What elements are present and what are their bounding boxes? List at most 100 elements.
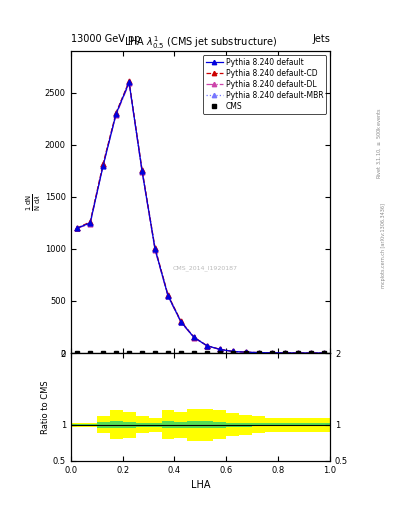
Y-axis label: Ratio to CMS: Ratio to CMS xyxy=(41,380,50,434)
Pythia 8.240 default xyxy=(282,350,287,356)
Pythia 8.240 default-MBR xyxy=(191,334,196,340)
X-axis label: LHA: LHA xyxy=(191,480,210,490)
Y-axis label: $\frac{1}{\mathrm{N}} \frac{\mathrm{d}\mathrm{N}}{\mathrm{d}\lambda}$: $\frac{1}{\mathrm{N}} \frac{\mathrm{d}\m… xyxy=(25,193,44,211)
Line: Pythia 8.240 default-CD: Pythia 8.240 default-CD xyxy=(75,79,326,355)
Pythia 8.240 default-CD xyxy=(140,167,145,173)
CMS xyxy=(282,350,287,356)
Pythia 8.240 default-DL xyxy=(204,343,209,349)
CMS xyxy=(269,350,274,356)
Pythia 8.240 default-DL xyxy=(178,319,183,326)
Pythia 8.240 default-MBR xyxy=(218,346,222,352)
Line: Pythia 8.240 default-DL: Pythia 8.240 default-DL xyxy=(75,81,326,355)
Pythia 8.240 default-DL xyxy=(256,350,261,356)
Pythia 8.240 default-MBR xyxy=(140,167,145,174)
CMS xyxy=(295,350,300,356)
CMS xyxy=(243,350,248,356)
Line: CMS: CMS xyxy=(75,351,326,355)
CMS xyxy=(256,350,261,356)
Pythia 8.240 default xyxy=(295,350,300,356)
Line: Pythia 8.240 default-MBR: Pythia 8.240 default-MBR xyxy=(75,79,326,355)
Pythia 8.240 default-MBR xyxy=(282,350,287,356)
Pythia 8.240 default-DL xyxy=(114,112,119,118)
Pythia 8.240 default-DL xyxy=(101,162,105,168)
Pythia 8.240 default-DL xyxy=(75,225,79,231)
Line: Pythia 8.240 default: Pythia 8.240 default xyxy=(75,80,326,355)
Pythia 8.240 default-MBR xyxy=(308,350,313,356)
CMS xyxy=(191,350,196,356)
Pythia 8.240 default-CD xyxy=(204,343,209,349)
Pythia 8.240 default xyxy=(269,350,274,356)
Pythia 8.240 default-CD xyxy=(269,350,274,356)
Pythia 8.240 default xyxy=(243,349,248,355)
Pythia 8.240 default-CD xyxy=(152,245,157,251)
Pythia 8.240 default-CD xyxy=(218,346,222,352)
Pythia 8.240 default-MBR xyxy=(101,161,105,167)
Pythia 8.240 default-DL xyxy=(321,350,326,356)
Text: 13000 GeV pp: 13000 GeV pp xyxy=(71,33,140,44)
CMS xyxy=(166,350,171,356)
Pythia 8.240 default-CD xyxy=(308,350,313,356)
Pythia 8.240 default xyxy=(101,163,105,169)
Pythia 8.240 default-MBR xyxy=(88,219,93,225)
Pythia 8.240 default-MBR xyxy=(152,245,157,251)
Pythia 8.240 default-MBR xyxy=(204,343,209,349)
CMS xyxy=(321,350,326,356)
Pythia 8.240 default xyxy=(218,346,222,352)
CMS xyxy=(127,350,131,356)
Pythia 8.240 default xyxy=(140,168,145,174)
Pythia 8.240 default-DL xyxy=(152,247,157,253)
Pythia 8.240 default-CD xyxy=(101,161,105,167)
CMS xyxy=(178,350,183,356)
Pythia 8.240 default xyxy=(166,293,171,299)
Pythia 8.240 default-CD xyxy=(230,348,235,354)
Pythia 8.240 default xyxy=(256,350,261,356)
Pythia 8.240 default-CD xyxy=(88,219,93,225)
Pythia 8.240 default-CD xyxy=(114,110,119,116)
Pythia 8.240 default-DL xyxy=(282,350,287,356)
Text: Rivet 3.1.10, $\geq$ 500k events: Rivet 3.1.10, $\geq$ 500k events xyxy=(375,108,383,179)
Pythia 8.240 default xyxy=(127,79,131,86)
CMS xyxy=(218,350,222,356)
Pythia 8.240 default-MBR xyxy=(321,350,326,356)
Pythia 8.240 default xyxy=(75,225,79,231)
CMS xyxy=(140,350,145,356)
Pythia 8.240 default xyxy=(114,111,119,117)
Pythia 8.240 default-MBR xyxy=(166,292,171,298)
Pythia 8.240 default-MBR xyxy=(256,350,261,356)
Pythia 8.240 default-DL xyxy=(308,350,313,356)
Pythia 8.240 default-DL xyxy=(127,80,131,87)
CMS xyxy=(152,350,157,356)
Pythia 8.240 default-DL xyxy=(191,334,196,340)
Pythia 8.240 default-DL xyxy=(230,348,235,354)
Pythia 8.240 default-MBR xyxy=(178,318,183,325)
CMS xyxy=(204,350,209,356)
Pythia 8.240 default-MBR xyxy=(75,225,79,231)
CMS xyxy=(114,350,119,356)
Pythia 8.240 default-CD xyxy=(295,350,300,356)
Pythia 8.240 default xyxy=(230,348,235,354)
Pythia 8.240 default-MBR xyxy=(114,110,119,116)
Pythia 8.240 default-DL xyxy=(140,169,145,175)
Legend: Pythia 8.240 default, Pythia 8.240 default-CD, Pythia 8.240 default-DL, Pythia 8: Pythia 8.240 default, Pythia 8.240 defau… xyxy=(203,55,326,114)
Pythia 8.240 default-CD xyxy=(256,350,261,356)
Pythia 8.240 default-MBR xyxy=(243,349,248,355)
Pythia 8.240 default-CD xyxy=(127,78,131,84)
Text: mcplots.cern.ch [arXiv:1306.3436]: mcplots.cern.ch [arXiv:1306.3436] xyxy=(381,203,386,288)
Pythia 8.240 default xyxy=(88,220,93,226)
CMS xyxy=(230,350,235,356)
Text: Jets: Jets xyxy=(312,33,330,44)
Pythia 8.240 default-DL xyxy=(295,350,300,356)
Pythia 8.240 default-DL xyxy=(269,350,274,356)
Pythia 8.240 default-CD xyxy=(166,292,171,298)
Pythia 8.240 default xyxy=(204,343,209,349)
Pythia 8.240 default xyxy=(321,350,326,356)
CMS xyxy=(308,350,313,356)
Text: CMS_2014_I1920187: CMS_2014_I1920187 xyxy=(173,266,238,271)
Pythia 8.240 default-DL xyxy=(218,347,222,353)
Pythia 8.240 default-MBR xyxy=(230,348,235,354)
CMS xyxy=(88,350,93,356)
Pythia 8.240 default-CD xyxy=(178,318,183,324)
CMS xyxy=(101,350,105,356)
Pythia 8.240 default-DL xyxy=(88,221,93,227)
Pythia 8.240 default-CD xyxy=(321,350,326,356)
